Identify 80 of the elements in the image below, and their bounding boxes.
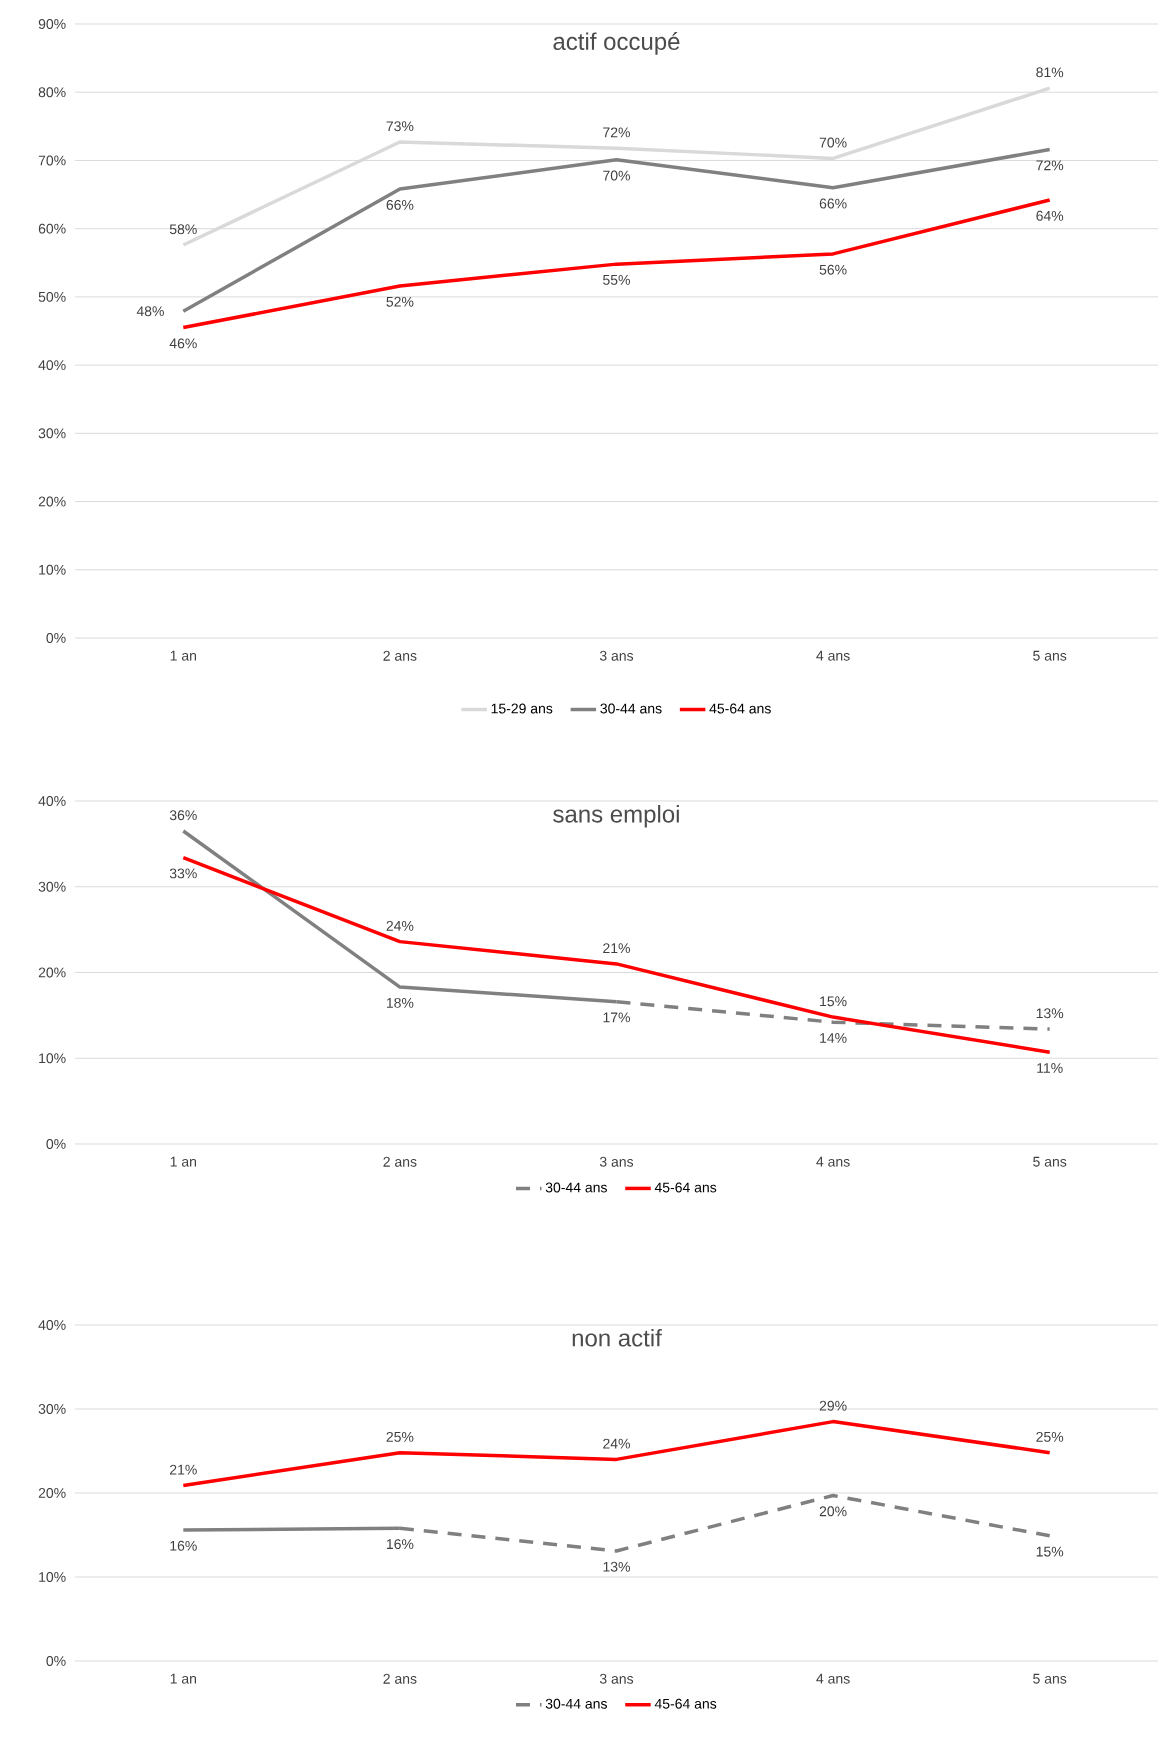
data-label: 24% [386,920,414,931]
y-tick-label: 80% [38,87,66,98]
data-label: 58% [169,224,197,235]
data-label: 15% [1036,1546,1064,1557]
y-tick-label: 20% [38,496,66,507]
legend-label: 30-44 ans [600,703,662,714]
data-label: 13% [603,1561,630,1572]
y-tick-label: 30% [38,1404,66,1414]
legend-label: 30-44 ans [545,1182,607,1193]
data-label: 55% [602,275,630,285]
y-tick-label: 10% [39,1053,66,1064]
data-label: 33% [169,868,197,879]
y-tick-label: 20% [38,967,66,978]
data-label: 81% [1036,67,1064,78]
data-label: 14% [819,1033,847,1043]
data-label: 56% [819,264,847,275]
data-label: 70% [603,170,630,181]
y-tick-label: 40% [38,360,66,371]
data-label: 46% [169,338,197,349]
x-tick-label: 3 ans [599,650,633,661]
y-tick-label: 30% [38,881,66,892]
x-tick-label: 1 an [170,650,196,661]
x-tick-label: 2 ans [383,1156,417,1167]
data-label: 66% [819,198,847,209]
data-label: 36% [169,810,197,821]
data-label: 66% [386,199,414,210]
data-label: 64% [1036,210,1064,221]
data-label: 24% [603,1438,630,1449]
data-label: 52% [386,296,414,307]
data-label: 70% [819,137,847,148]
x-tick-label: 3 ans [599,1673,633,1684]
data-label: 72% [1036,160,1064,171]
y-tick-label: 70% [38,155,66,166]
legend-label: 45-64 ans [709,703,771,714]
legend-label: 15-29 ans [491,703,553,714]
y-tick-label: 50% [38,291,66,302]
y-tick-label: 10% [39,1572,66,1582]
y-tick-label: 0% [46,1656,66,1666]
legend-label: 45-64 ans [654,1182,717,1193]
data-label: 16% [170,1540,197,1551]
data-label: 18% [386,997,414,1008]
data-label: 11% [1037,1063,1063,1073]
data-label: 20% [819,1506,847,1517]
y-tick-label: 0% [46,633,66,643]
data-label: 16% [386,1539,414,1550]
chart-title: non actif [572,1328,662,1347]
x-tick-label: 5 ans [1032,1156,1067,1167]
x-tick-label: 1 an [170,1673,196,1684]
data-label: 72% [603,127,630,138]
y-tick-label: 40% [38,796,66,806]
x-tick-label: 1 an [170,1156,196,1167]
x-tick-label: 5 ans [1032,650,1067,661]
chart-title: actif occupé [553,32,680,55]
data-label: 73% [386,121,414,132]
x-tick-label: 4 ans [816,650,850,661]
data-label: 48% [136,306,164,317]
data-label: 21% [603,943,630,954]
data-label: 29% [819,1400,847,1411]
data-label: 17% [603,1012,630,1023]
legend-label: 45-64 ans [654,1698,717,1709]
x-tick-label: 2 ans [383,1673,417,1684]
data-label: 25% [386,1431,414,1442]
x-tick-label: 4 ans [816,1673,850,1684]
y-tick-label: 30% [38,428,66,439]
x-tick-label: 2 ans [383,650,417,661]
y-tick-label: 0% [46,1139,66,1149]
chart-title: sans emploi [552,805,679,828]
y-tick-label: 20% [38,1488,66,1498]
data-label: 21% [169,1464,197,1475]
y-tick-label: 90% [38,19,66,29]
x-tick-label: 4 ans [816,1156,850,1167]
y-tick-label: 60% [38,223,66,234]
data-label: 15% [819,996,847,1007]
x-tick-label: 3 ans [599,1156,633,1167]
data-label: 25% [1036,1431,1064,1442]
data-label: 13% [1036,1008,1064,1019]
legend-label: 30-44 ans [545,1698,607,1709]
x-tick-label: 5 ans [1032,1673,1067,1684]
y-tick-label: 40% [38,1320,66,1330]
y-tick-label: 10% [39,564,66,575]
